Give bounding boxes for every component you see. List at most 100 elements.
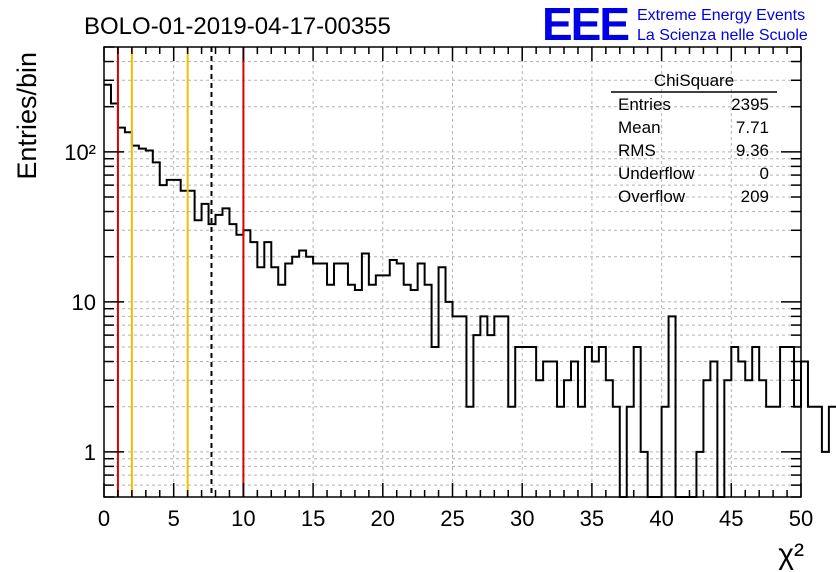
histogram-bin — [522, 347, 529, 497]
histogram-bin — [202, 204, 209, 497]
x-tick-label: 40 — [649, 506, 673, 531]
histogram-bin — [257, 267, 264, 497]
histogram-bin — [111, 104, 118, 497]
histogram-bin — [174, 180, 181, 497]
histogram-bin — [557, 407, 564, 497]
histogram-bin — [822, 452, 829, 497]
eee-logo: EEE Extreme Energy Events La Scienza nel… — [542, 0, 808, 50]
histogram-bin — [466, 407, 473, 497]
histogram-bin — [759, 380, 766, 497]
histogram-bin — [397, 264, 404, 497]
x-tick-label: 30 — [510, 506, 534, 531]
histogram-bin — [355, 290, 362, 497]
histogram-bin — [383, 275, 390, 497]
y-axis-title: Entries/bin — [12, 52, 42, 180]
histogram-bin — [334, 264, 341, 497]
x-axis-title: χ² — [778, 538, 804, 571]
histogram-bin — [306, 257, 313, 497]
histogram-bin — [829, 407, 836, 497]
histogram-bin — [738, 362, 745, 497]
histogram-bin — [236, 235, 243, 497]
histogram-bin — [376, 275, 383, 497]
histogram-bin — [731, 347, 738, 497]
histogram-bin — [404, 285, 411, 497]
histogram-bin — [362, 254, 369, 497]
histogram-bin — [195, 220, 202, 497]
histogram-bin — [662, 407, 669, 497]
histogram-bin — [634, 347, 641, 497]
histogram-bin — [780, 347, 787, 497]
y-tick-label: 10² — [64, 140, 96, 165]
histogram-bin — [487, 335, 494, 497]
histogram-bin — [710, 362, 717, 497]
axes-layer: 0 5 10 15 20 25 30 35 40 45 50 1 10 10² — [64, 46, 813, 531]
histogram-bin — [641, 452, 648, 497]
histogram-bin — [348, 285, 355, 497]
histogram-bin — [264, 242, 271, 497]
stats-row-value: 0 — [760, 164, 769, 183]
threshold-lines — [116, 47, 245, 497]
histogram-bin — [446, 302, 453, 497]
histogram-bin — [501, 316, 508, 497]
histogram-bin — [216, 215, 223, 497]
histogram-bin — [550, 362, 557, 497]
y-tick-label: 1 — [84, 440, 96, 465]
histogram-bin — [627, 407, 634, 497]
stats-name: ChiSquare — [654, 71, 734, 90]
histogram-bin — [153, 162, 160, 497]
stats-row-label: RMS — [618, 141, 656, 160]
histogram-bin — [229, 224, 236, 497]
histogram-bin — [459, 316, 466, 497]
stats-row-value: 9.36 — [736, 141, 769, 160]
histogram-bin — [188, 191, 195, 497]
histogram-bin — [341, 264, 348, 497]
histogram-bin — [529, 347, 536, 497]
histogram-bin — [592, 362, 599, 497]
x-tick-label: 20 — [371, 506, 395, 531]
eee-logo-line1: Extreme Energy Events — [637, 7, 805, 24]
x-tick-label: 50 — [789, 506, 813, 531]
histogram-bin — [299, 250, 306, 497]
histogram-bin — [543, 362, 550, 497]
eee-logo-mark: EEE — [542, 0, 628, 50]
histogram-bin — [473, 335, 480, 497]
x-tick-label: 35 — [580, 506, 604, 531]
histogram-bin — [418, 264, 425, 497]
x-tick-label: 45 — [719, 506, 743, 531]
histogram-bin — [815, 407, 822, 497]
histogram-bin — [453, 316, 460, 497]
stats-row-label: Underflow — [618, 164, 695, 183]
histogram-bin — [125, 132, 132, 497]
stats-row-label: Overflow — [618, 187, 686, 206]
x-tick-label: 5 — [168, 506, 180, 531]
chart-title: BOLO-01-2019-04-17-00355 — [84, 13, 391, 40]
histogram-bin — [773, 407, 780, 497]
x-tick-label: 10 — [231, 506, 255, 531]
histogram-bin — [801, 362, 808, 497]
histogram-bin — [313, 264, 320, 497]
histogram-bin — [745, 380, 752, 497]
histogram-bin — [752, 347, 759, 497]
histogram-bin — [571, 362, 578, 497]
histogram-bin — [320, 264, 327, 497]
histogram-bin — [536, 380, 543, 497]
histogram-bin — [278, 285, 285, 497]
histogram-bin — [669, 316, 676, 497]
histogram-bin — [480, 316, 487, 497]
x-tick-label: 0 — [98, 506, 110, 531]
histogram-bin — [696, 452, 703, 497]
histogram-bin — [167, 180, 174, 497]
histogram-bin — [369, 285, 376, 497]
histogram-bin — [411, 290, 418, 497]
histogram-bin — [250, 242, 257, 497]
histogram-bin — [118, 128, 125, 497]
x-tick-label: 15 — [301, 506, 325, 531]
histogram-bin — [132, 146, 139, 497]
histogram-bin — [327, 285, 334, 497]
histogram-bin — [599, 347, 606, 497]
histogram-bin — [578, 407, 585, 497]
histogram-bin — [390, 260, 397, 497]
y-tick-label: 10 — [72, 290, 96, 315]
stats-row-label: Mean — [618, 118, 661, 137]
